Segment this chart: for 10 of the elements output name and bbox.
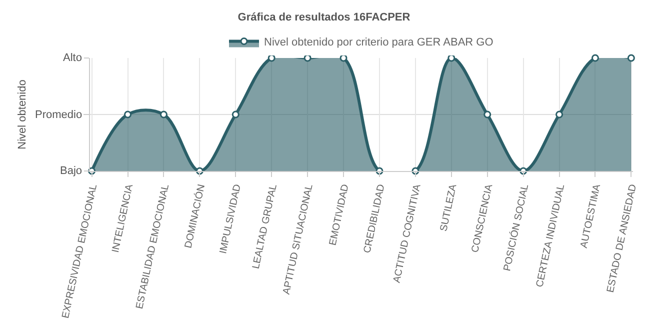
x-tick-label: SUTILEZA <box>438 183 460 232</box>
text: Bajo <box>60 165 82 177</box>
legend-label: Nivel obtenido por criterio para GER ABAR GO <box>264 36 494 49</box>
chart-title: Gráfica de resultados 16FACPER <box>238 12 410 24</box>
x-tick-label: ESTADO DE ANSIEDAD <box>605 183 640 294</box>
text: Alto <box>63 52 82 64</box>
x-tick-label: POSICIÓN SOCIAL <box>501 182 532 272</box>
x-tick-label: LEALTAD GRUPAL <box>250 182 280 270</box>
ref-line-label: Promedio <box>35 109 82 121</box>
y-axis-title: Nivel obtenido <box>16 80 29 150</box>
